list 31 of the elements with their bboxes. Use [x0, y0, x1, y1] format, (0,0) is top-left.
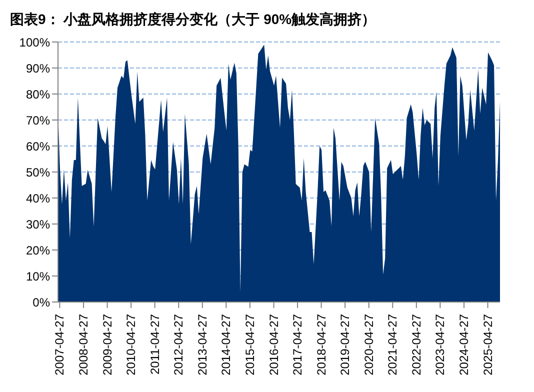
- chart-title: 图表9： 小盘风格拥挤度得分变化（大于 90%触发高拥挤）: [9, 10, 377, 29]
- y-tick-label: 60%: [26, 139, 50, 154]
- x-tick-label: 2007-04-27: [52, 314, 67, 376]
- y-tick-label: 100%: [19, 35, 50, 50]
- y-tick-label: 20%: [26, 243, 50, 258]
- y-tick-label: 80%: [26, 87, 50, 102]
- x-tick-label: 2015-04-27: [242, 314, 257, 376]
- x-tick-label: 2018-04-27: [314, 314, 328, 376]
- x-tick-label: 2014-04-27: [219, 314, 234, 376]
- y-tick-label: 70%: [26, 113, 50, 128]
- x-tick-label: 2017-04-27: [290, 314, 305, 376]
- x-tick-label: 2012-04-27: [172, 314, 186, 376]
- x-tick-label: 2010-04-27: [124, 314, 138, 376]
- y-tick-label: 40%: [26, 191, 50, 206]
- x-tick-label: 2020-04-27: [362, 314, 376, 376]
- x-tick-label: 2025-04-27: [480, 314, 495, 376]
- x-tick-label: 2024-04-27: [456, 314, 471, 376]
- y-tick-label: 50%: [26, 165, 50, 180]
- y-tick-label: 10%: [26, 269, 50, 284]
- x-tick-label: 2016-04-27: [266, 314, 281, 376]
- y-tick-label: 90%: [26, 61, 50, 76]
- x-tick-label: 2013-04-27: [195, 314, 210, 376]
- x-tick-label: 2021-04-27: [386, 314, 400, 376]
- x-tick-label: 2022-04-27: [409, 314, 424, 376]
- x-tick-label: 2008-04-27: [76, 314, 91, 376]
- x-tick-label: 2019-04-27: [338, 314, 352, 376]
- y-tick-label: 0%: [32, 295, 50, 310]
- x-tick-label: 2023-04-27: [433, 314, 448, 376]
- x-tick-label: 2011-04-27: [148, 314, 162, 374]
- x-tick-label: 2009-04-27: [100, 314, 114, 376]
- y-tick-label: 30%: [26, 217, 50, 232]
